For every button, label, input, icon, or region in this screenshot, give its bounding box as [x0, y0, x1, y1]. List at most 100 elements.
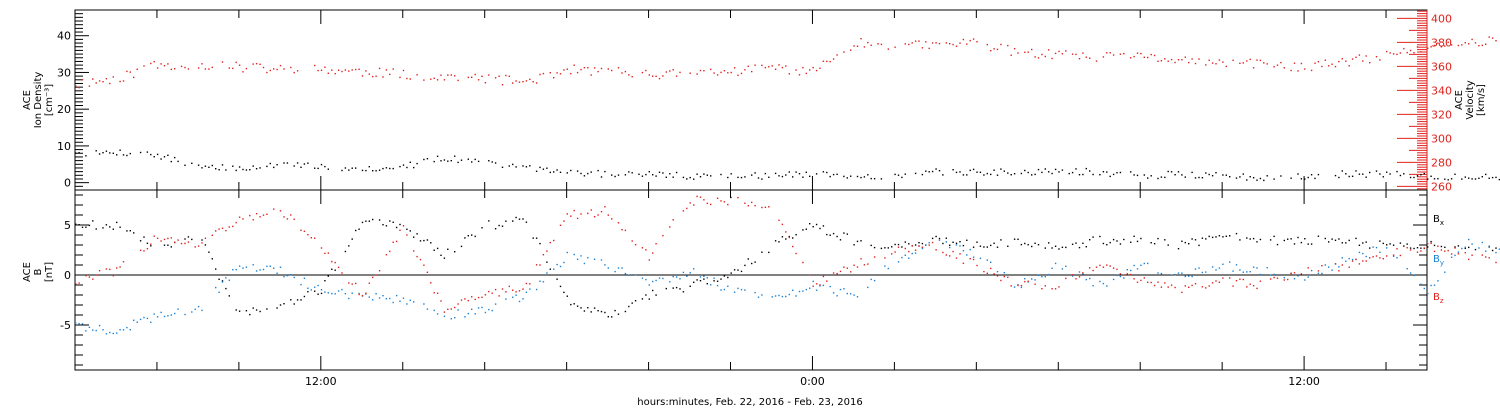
- by-series-point: [559, 265, 562, 268]
- by-series-point: [372, 299, 374, 301]
- bx-series-point: [938, 237, 941, 240]
- bz-series-point: [180, 242, 183, 245]
- velocity-series-point: [1324, 59, 1326, 61]
- by-series-point: [1242, 271, 1244, 273]
- density-series-point: [1334, 174, 1337, 177]
- by-series-point: [648, 284, 650, 286]
- bz-series-point: [116, 267, 118, 269]
- density-series-point: [699, 176, 702, 178]
- by-series-point: [1037, 274, 1040, 277]
- bz-series-point: [822, 275, 825, 278]
- by-series-point: [1427, 292, 1429, 295]
- density-series-point: [1215, 172, 1217, 174]
- by-series-point: [378, 297, 381, 299]
- bz-series-point: [392, 241, 394, 243]
- density-series-point: [1078, 174, 1081, 176]
- bx-series-point: [443, 257, 446, 259]
- bz-series-point: [696, 195, 698, 198]
- density-series-point: [843, 175, 845, 178]
- bx-series-point: [1341, 242, 1343, 244]
- density-series-point: [1399, 174, 1402, 177]
- velocity-series-point: [1358, 54, 1361, 56]
- by-series-point: [525, 291, 528, 293]
- bz-series-point: [1058, 286, 1060, 288]
- by-series-point: [1498, 248, 1500, 250]
- legend-by: By: [1433, 254, 1444, 267]
- density-series-point: [426, 158, 429, 160]
- by-series-point: [494, 303, 497, 305]
- bx-series-point: [1130, 241, 1132, 243]
- bz-series-point: [576, 217, 579, 220]
- by-series-point: [1471, 243, 1473, 245]
- bz-series-point: [481, 296, 483, 298]
- by-series-point: [628, 274, 630, 276]
- by-series-point: [279, 266, 282, 268]
- bz-series-point: [1020, 284, 1023, 287]
- density-series-point: [1112, 173, 1115, 176]
- velocity-series-point: [1386, 50, 1388, 53]
- bz-series-point: [573, 209, 575, 212]
- velocity-series-point: [1345, 60, 1347, 62]
- bx-series-point: [1399, 242, 1402, 244]
- b-tick-label: -5: [60, 319, 71, 332]
- bz-series-point: [1150, 281, 1152, 284]
- by-series-point: [1123, 277, 1125, 279]
- bz-series-point: [395, 240, 398, 243]
- density-series-point: [962, 174, 965, 176]
- bz-series-point: [1136, 281, 1139, 283]
- bx-series-point: [1071, 243, 1074, 245]
- density-series-point: [836, 173, 838, 175]
- velocity-series-point: [1314, 62, 1316, 64]
- density-series-point: [979, 171, 982, 173]
- by-series-point: [351, 292, 353, 294]
- velocity-series-point: [1246, 60, 1248, 62]
- by-series-point: [563, 261, 565, 264]
- bz-series-point: [75, 283, 77, 285]
- bz-series-point: [1126, 273, 1128, 275]
- density-series-point: [966, 174, 968, 176]
- velocity-tick-label: 260: [1431, 180, 1452, 193]
- bx-series-point: [832, 232, 835, 235]
- bx-series-point: [976, 241, 978, 243]
- velocity-series-point: [771, 65, 773, 67]
- velocity-series-point: [1061, 53, 1064, 55]
- bz-series-point: [300, 229, 302, 231]
- bx-series-point: [604, 311, 606, 314]
- by-series-point: [1116, 274, 1118, 277]
- bz-series-point: [778, 219, 780, 221]
- density-series-point: [925, 170, 927, 172]
- bx-series-point: [966, 239, 968, 241]
- bz-series-point: [1181, 291, 1183, 294]
- velocity-series-point: [1177, 59, 1180, 61]
- bx-series-point: [259, 310, 261, 313]
- density-series-point: [641, 175, 644, 177]
- velocity-series-point: [699, 69, 702, 72]
- bx-series-point: [754, 261, 756, 263]
- bz-series-point: [1276, 277, 1279, 279]
- velocity-series-point: [1249, 58, 1251, 61]
- velocity-series-point: [754, 64, 756, 66]
- velocity-series-point: [1147, 56, 1149, 59]
- bx-series-point: [228, 295, 230, 297]
- velocity-series-point: [450, 74, 452, 76]
- by-series-point: [1126, 269, 1128, 271]
- bz-series-point: [310, 237, 312, 239]
- velocity-series-point: [826, 60, 828, 63]
- bx-series-point: [648, 298, 650, 300]
- density-series-point: [1382, 176, 1384, 178]
- density-series-point: [1433, 178, 1436, 180]
- by-series-point: [867, 286, 869, 289]
- density-series-point: [696, 173, 698, 175]
- density-series-point: [1160, 176, 1163, 178]
- bx-series-point: [566, 295, 568, 297]
- bz-series-point: [570, 215, 572, 217]
- bx-series-point: [1338, 238, 1340, 240]
- density-series-point: [361, 169, 364, 172]
- by-series-point: [1464, 246, 1466, 248]
- by-series-point: [1396, 257, 1398, 259]
- density-series-point: [1413, 176, 1415, 179]
- bz-series-point: [337, 266, 340, 269]
- density-series-point: [1020, 172, 1023, 175]
- bz-series-point: [686, 207, 688, 210]
